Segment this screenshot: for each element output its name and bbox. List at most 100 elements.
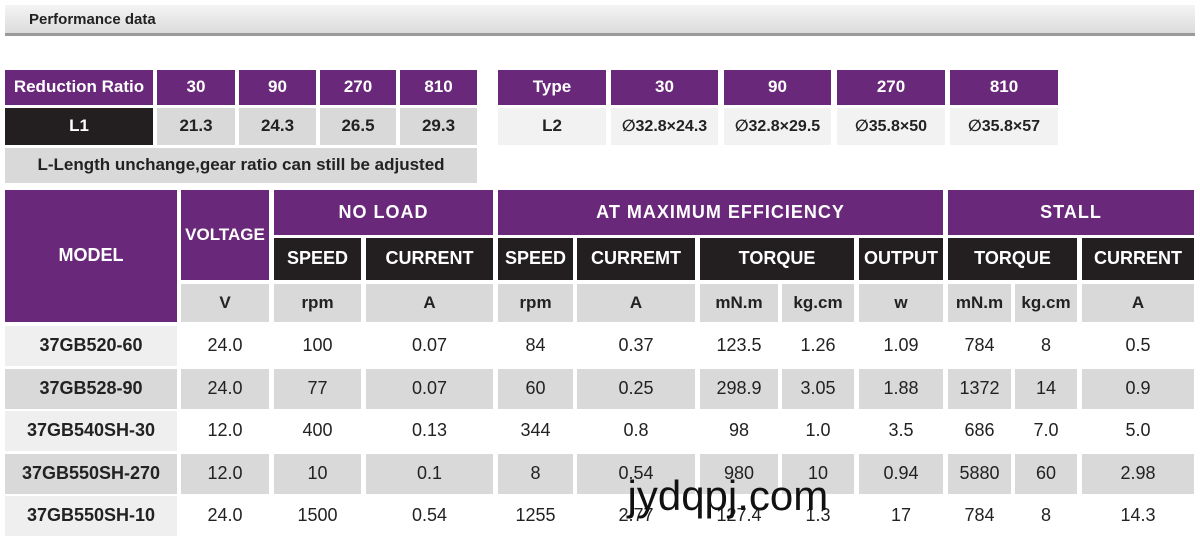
l2-value: ∅35.8×50 <box>837 108 945 145</box>
unit-label: A <box>366 284 493 322</box>
ratio-value: 90 <box>239 70 316 105</box>
l1-label: L1 <box>5 108 153 145</box>
data-cell: 8 <box>1015 326 1077 366</box>
model-name: 37GB520-60 <box>5 326 177 366</box>
data-cell: 686 <box>948 411 1011 451</box>
data-cell: 0.13 <box>366 411 493 451</box>
data-cell: 2.77 <box>577 496 695 536</box>
unit-label: A <box>1082 284 1194 322</box>
group-header: AT MAXIMUM EFFICIENCY <box>498 190 943 235</box>
watermark: jydqpj.com <box>627 472 829 519</box>
ratio-value: 810 <box>400 70 477 105</box>
data-cell: 7.0 <box>1015 411 1077 451</box>
unit-label: mN.m <box>700 284 778 322</box>
data-cell: 0.54 <box>366 496 493 536</box>
data-cell: 24.0 <box>181 369 269 409</box>
unit-label: V <box>181 284 269 322</box>
data-cell: 1.09 <box>859 326 943 366</box>
data-cell: 12.0 <box>181 454 269 494</box>
data-cell: 0.54 <box>577 454 695 494</box>
sub-header: CURRENT <box>366 238 493 280</box>
data-cell: 123.5 <box>700 326 778 366</box>
data-cell: 2.98 <box>1082 454 1194 494</box>
data-cell: 127.4 <box>700 496 778 536</box>
model-name: 37GB550SH-10 <box>5 496 177 536</box>
l2-label: L2 <box>498 108 606 145</box>
data-cell: 1.3 <box>782 496 854 536</box>
l2-value: ∅32.8×24.3 <box>611 108 718 145</box>
data-cell: 5880 <box>948 454 1011 494</box>
l2-value: ∅35.8×57 <box>950 108 1058 145</box>
data-cell: 1.26 <box>782 326 854 366</box>
sub-header: TORQUE <box>948 238 1077 280</box>
group-header: STALL <box>948 190 1194 235</box>
data-cell: 0.07 <box>366 326 493 366</box>
data-cell: 1372 <box>948 369 1011 409</box>
data-cell: 0.25 <box>577 369 695 409</box>
data-cell: 0.37 <box>577 326 695 366</box>
data-cell: 17 <box>859 496 943 536</box>
data-cell: 98 <box>700 411 778 451</box>
unit-label: w <box>859 284 943 322</box>
header-title: Performance data <box>29 11 156 28</box>
sub-header: OUTPUT <box>859 238 943 280</box>
model-name: 37GB540SH-30 <box>5 411 177 451</box>
data-cell: 14 <box>1015 369 1077 409</box>
ratio-value: 30 <box>157 70 235 105</box>
ratio-value: 270 <box>320 70 396 105</box>
data-cell: 0.1 <box>366 454 493 494</box>
data-cell: 344 <box>498 411 573 451</box>
data-cell: 0.9 <box>1082 369 1194 409</box>
type-value: 90 <box>724 70 831 105</box>
data-cell: 1500 <box>274 496 361 536</box>
sub-header: SPEED <box>498 238 573 280</box>
data-cell: 60 <box>1015 454 1077 494</box>
data-cell: 1.88 <box>859 369 943 409</box>
data-cell: 84 <box>498 326 573 366</box>
data-cell: 8 <box>1015 496 1077 536</box>
data-cell: 24.0 <box>181 496 269 536</box>
sub-header: SPEED <box>274 238 361 280</box>
unit-label: kg.cm <box>782 284 854 322</box>
ratio-note: L-Length unchange,gear ratio can still b… <box>5 148 477 183</box>
data-cell: 1255 <box>498 496 573 536</box>
data-cell: 3.05 <box>782 369 854 409</box>
data-cell: 784 <box>948 326 1011 366</box>
data-cell: 0.8 <box>577 411 695 451</box>
unit-label: rpm <box>498 284 573 322</box>
model-name: 37GB528-90 <box>5 369 177 409</box>
l1-value: 29.3 <box>400 108 477 145</box>
data-cell: 12.0 <box>181 411 269 451</box>
data-cell: 0.07 <box>366 369 493 409</box>
data-cell: 784 <box>948 496 1011 536</box>
unit-label: kg.cm <box>1015 284 1077 322</box>
model-name: 37GB550SH-270 <box>5 454 177 494</box>
data-cell: 0.5 <box>1082 326 1194 366</box>
ratio-label: Reduction Ratio <box>5 70 153 105</box>
data-cell: 5.0 <box>1082 411 1194 451</box>
header-bar: Performance data <box>5 5 1195 36</box>
data-cell: 3.5 <box>859 411 943 451</box>
data-cell: 298.9 <box>700 369 778 409</box>
group-header: NO LOAD <box>274 190 493 235</box>
type-label: Type <box>498 70 606 105</box>
data-cell: 400 <box>274 411 361 451</box>
data-cell: 8 <box>498 454 573 494</box>
unit-label: mN.m <box>948 284 1011 322</box>
data-cell: 100 <box>274 326 361 366</box>
data-cell: 14.3 <box>1082 496 1194 536</box>
type-value: 30 <box>611 70 718 105</box>
data-cell: 77 <box>274 369 361 409</box>
data-cell: 24.0 <box>181 326 269 366</box>
l1-value: 26.5 <box>320 108 396 145</box>
l2-value: ∅32.8×29.5 <box>724 108 831 145</box>
data-cell: 10 <box>274 454 361 494</box>
data-cell: 980 <box>700 454 778 494</box>
unit-label: rpm <box>274 284 361 322</box>
voltage-header: VOLTAGE <box>181 190 269 280</box>
model-header: MODEL <box>5 190 177 322</box>
l1-value: 24.3 <box>239 108 316 145</box>
type-value: 810 <box>950 70 1058 105</box>
sub-header: CURREMT <box>577 238 695 280</box>
